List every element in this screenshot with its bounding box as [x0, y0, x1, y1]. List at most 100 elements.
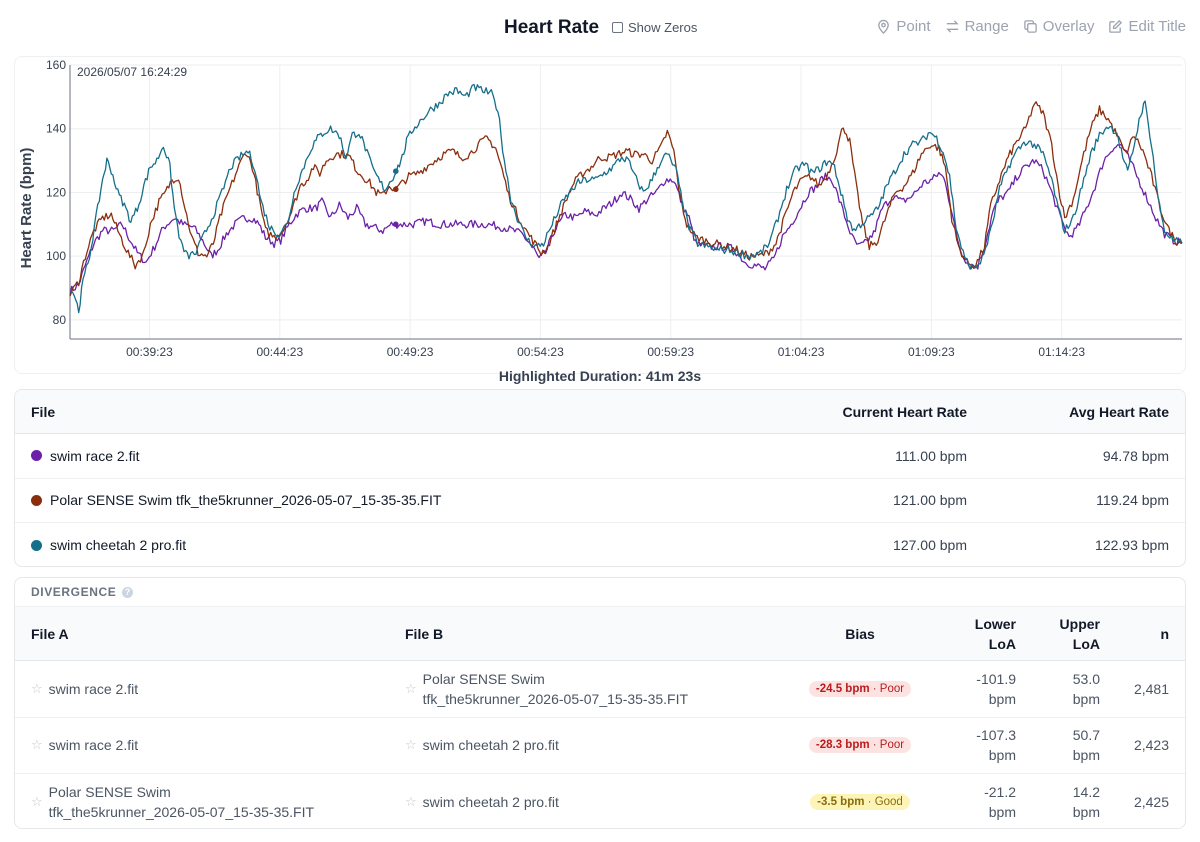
- sample-count: 2,423: [1133, 737, 1169, 754]
- header-current-heart-rate[interactable]: Current Heart Rate: [842, 403, 967, 420]
- lower-loa: -107.3 bpm: [976, 727, 1016, 764]
- chart-axes: 80 100 120 140 160 00:39:23 00:44:23 00:49:23 00…: [46, 58, 1182, 359]
- heart-rate-chart[interactable]: 80 100 120 140 160 00:39:23 00:44:23 00:49:23 00…: [15, 57, 1187, 375]
- star-icon[interactable]: ☆: [31, 794, 43, 810]
- x-tick-label: 01:09:23: [908, 345, 955, 359]
- star-icon[interactable]: ☆: [405, 737, 417, 753]
- header-upper-loa[interactable]: Upper LoA: [1059, 615, 1100, 652]
- divergence-panel: DIVERGENCE ? File A File B Bias Lower LoA…: [14, 577, 1186, 829]
- table-row[interactable]: Polar SENSE Swim tfk_the5krunner_2026-05…: [15, 479, 1185, 523]
- swap-icon: [945, 20, 959, 33]
- table-row[interactable]: ☆ swim race 2.fit ☆ Polar SENSE Swim tfk_th…: [15, 661, 1185, 718]
- overlay-button[interactable]: Overlay: [1023, 18, 1095, 35]
- series-line[interactable]: [69, 101, 1183, 297]
- chart-grid: [70, 64, 1182, 339]
- pin-icon: [878, 19, 890, 34]
- timestamp-label: 2026/05/07 16:24:29: [77, 65, 187, 79]
- header-lower-loa[interactable]: Lower LoA: [974, 615, 1016, 652]
- file-b-name: Polar SENSE Swim tfk_the5krunner_2026-05-…: [422, 670, 689, 707]
- files-table-header: File Current Heart Rate Avg Heart Rate: [15, 390, 1185, 434]
- star-icon[interactable]: ☆: [405, 680, 417, 696]
- avg-heart-rate: 122.93 bpm: [1095, 537, 1169, 554]
- edit-title-label: Edit Title: [1128, 18, 1186, 35]
- file-name: Polar SENSE Swim tfk_the5krunner_2026-05…: [50, 492, 442, 509]
- series-line[interactable]: [69, 143, 1183, 296]
- divergence-table-header: File A File B Bias Lower LoA Upper LoA n: [15, 606, 1185, 661]
- header-avg-heart-rate[interactable]: Avg Heart Rate: [1069, 403, 1169, 420]
- point-label: Point: [896, 18, 931, 35]
- sample-count: 2,425: [1133, 794, 1169, 811]
- star-icon[interactable]: ☆: [31, 680, 43, 696]
- file-a-name: swim race 2.fit: [48, 680, 139, 697]
- table-row[interactable]: ☆ Polar SENSE Swim tfk_the5krunner_2026-05…: [15, 774, 1185, 828]
- sample-count: 2,481: [1133, 680, 1169, 697]
- upper-loa: 53.0 bpm: [1072, 670, 1100, 707]
- copy-icon: [1024, 20, 1037, 33]
- upper-loa: 50.7 bpm: [1072, 727, 1100, 764]
- x-tick-label: 00:54:23: [517, 345, 564, 359]
- chart-header: Heart Rate Show Zeros Point Range Overla…: [0, 0, 1200, 56]
- edit-icon: [1109, 19, 1123, 33]
- bias-badge: -24.5 bpm · Poor: [808, 680, 912, 697]
- edit-title-button[interactable]: Edit Title: [1108, 18, 1186, 35]
- file-a-name: swim race 2.fit: [48, 737, 139, 754]
- header-n[interactable]: n: [1160, 625, 1169, 642]
- series-line[interactable]: [69, 83, 1183, 314]
- star-icon[interactable]: ☆: [405, 794, 417, 810]
- lower-loa: -101.9 bpm: [976, 670, 1016, 707]
- table-row[interactable]: swim cheetah 2 pro.fit 127.00 bpm 122.93…: [15, 523, 1185, 566]
- show-zeros-toggle[interactable]: Show Zeros: [612, 20, 697, 35]
- x-tick-label: 01:04:23: [778, 345, 825, 359]
- file-name: swim cheetah 2 pro.fit: [50, 537, 187, 554]
- avg-heart-rate: 94.78 bpm: [1102, 447, 1169, 464]
- cursor-point: [392, 186, 399, 193]
- x-tick-label: 00:39:23: [126, 345, 173, 359]
- y-tick-label: 120: [46, 185, 66, 199]
- bias-badge: -3.5 bpm · Good: [810, 794, 910, 811]
- chart-title: Heart Rate: [504, 17, 600, 38]
- x-tick-label: 00:59:23: [647, 345, 694, 359]
- star-icon[interactable]: ☆: [31, 737, 43, 753]
- lower-loa: -21.2 bpm: [984, 784, 1016, 821]
- series-color-dot: [31, 539, 42, 551]
- file-b-name: swim cheetah 2 pro.fit: [422, 737, 559, 754]
- file-a-name: Polar SENSE Swim tfk_the5krunner_2026-05-…: [48, 784, 315, 821]
- y-tick-label: 100: [46, 249, 66, 263]
- series-color-dot: [31, 494, 42, 506]
- table-row[interactable]: swim race 2.fit 111.00 bpm 94.78 bpm: [15, 434, 1185, 479]
- chart-toolbar: Point Range Overlay Edit Title: [876, 18, 1186, 35]
- chart-series: [69, 83, 1183, 314]
- files-table: File Current Heart Rate Avg Heart Rate s…: [14, 389, 1186, 567]
- file-b-name: swim cheetah 2 pro.fit: [422, 794, 559, 811]
- header-file-b[interactable]: File B: [405, 625, 444, 642]
- point-button[interactable]: Point: [876, 18, 931, 35]
- cursor-point: [392, 168, 399, 175]
- show-zeros-label: Show Zeros: [628, 20, 698, 35]
- x-tick-label: 00:44:23: [256, 345, 303, 359]
- chart-card: 80 100 120 140 160 00:39:23 00:44:23 00:49:23 00…: [14, 56, 1186, 374]
- header-file-a[interactable]: File A: [31, 625, 69, 642]
- x-tick-label: 00:49:23: [387, 345, 434, 359]
- x-tick-label: 01:14:23: [1038, 345, 1085, 359]
- series-color-dot: [31, 450, 42, 462]
- header-file[interactable]: File: [31, 403, 56, 420]
- y-axis-label: Heart Rate (bpm): [18, 148, 35, 269]
- range-label: Range: [964, 18, 1009, 35]
- help-icon[interactable]: ?: [122, 586, 134, 598]
- avg-heart-rate: 119.24 bpm: [1096, 492, 1169, 509]
- range-button[interactable]: Range: [945, 18, 1009, 35]
- show-zeros-checkbox[interactable]: [612, 22, 623, 33]
- table-row[interactable]: ☆ swim race 2.fit ☆ swim cheetah 2 pro.fit…: [15, 718, 1185, 774]
- y-tick-label: 140: [46, 122, 66, 136]
- header-bias[interactable]: Bias: [845, 625, 875, 642]
- file-name: swim race 2.fit: [50, 447, 140, 464]
- highlighted-duration: Highlighted Duration: 41m 23s: [498, 368, 702, 384]
- current-heart-rate: 127.00 bpm: [893, 537, 967, 554]
- current-heart-rate: 121.00 bpm: [893, 492, 967, 509]
- overlay-label: Overlay: [1042, 18, 1095, 35]
- y-tick-label: 160: [46, 58, 66, 72]
- upper-loa: 14.2 bpm: [1072, 784, 1100, 821]
- bias-badge: -28.3 bpm · Poor: [808, 737, 912, 754]
- y-tick-label: 80: [53, 313, 67, 327]
- divergence-title: DIVERGENCE ?: [15, 578, 1185, 606]
